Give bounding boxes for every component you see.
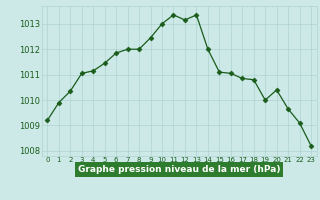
X-axis label: Graphe pression niveau de la mer (hPa): Graphe pression niveau de la mer (hPa) xyxy=(78,165,280,174)
